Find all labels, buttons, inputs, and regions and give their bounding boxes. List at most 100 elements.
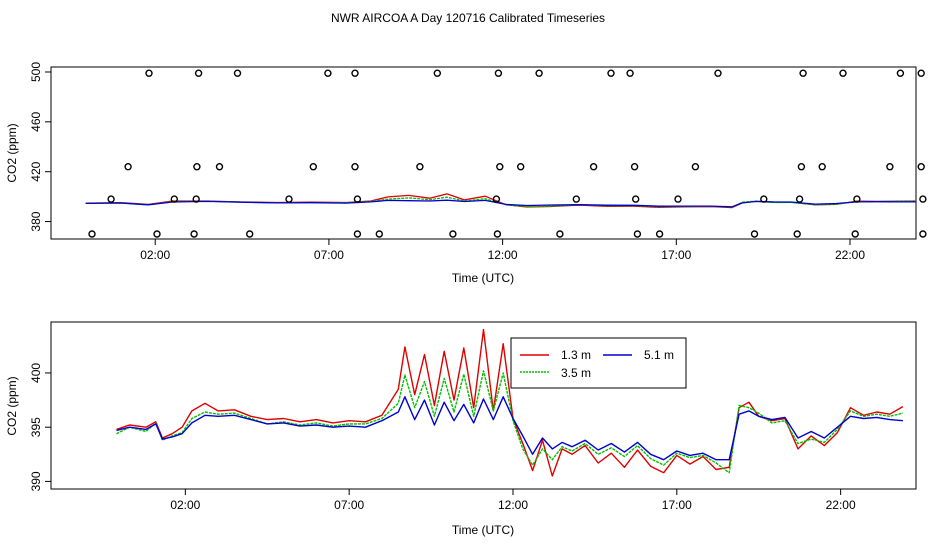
top-x-axis: 02:00 07:00 12:00 17:00 22:00: [140, 238, 865, 262]
top-scatter-point: [153, 230, 161, 238]
top-scatter-point: [853, 195, 861, 203]
top-scatter-point: [517, 162, 525, 171]
top-y-tick-label: 460: [29, 112, 43, 132]
bottom-y-axis: 390 395 400: [29, 363, 52, 491]
bottom-series-line-5-1m: [116, 396, 903, 461]
top-y-axis: 380 420 460 500: [29, 62, 52, 232]
top-scatter-point: [353, 195, 362, 203]
top-scatter-point: [760, 195, 768, 203]
top-scatter-point: [799, 69, 807, 77]
top-scatter-point: [633, 230, 642, 238]
top-scatter-point: [449, 230, 457, 238]
top-scatter-point: [190, 230, 198, 238]
legend-label-5-1m: 5.1 m: [644, 348, 674, 362]
bottom-x-tick-label: 12:00: [498, 498, 528, 512]
top-y-tick-label: 420: [29, 161, 43, 181]
figure-title: NWR AIRCOA A Day 120716 Calibrated Times…: [331, 11, 605, 25]
top-scatter-point: [917, 69, 925, 77]
top-scatter-point: [433, 69, 441, 77]
bottom-y-axis-label: CO2 (ppm): [5, 376, 19, 435]
top-scatter-point: [917, 162, 925, 171]
top-scatter-point: [324, 69, 332, 77]
top-scatter-point: [607, 69, 615, 77]
top-scatter-point: [896, 69, 905, 77]
bottom-panel: 02:00 07:00 12:00 17:00 22:00 390 395 400 Time…: [5, 321, 917, 537]
top-scatter-point: [285, 195, 293, 203]
top-scatter-point: [886, 162, 894, 171]
top-scatter-point: [353, 230, 362, 238]
top-scatter-point: [375, 230, 383, 238]
top-plot-frame: [50, 66, 917, 240]
legend-box: [510, 337, 687, 389]
top-scatter-point: [795, 195, 804, 203]
bottom-y-tick-label: 390: [29, 471, 43, 491]
bottom-x-tick-label: 22:00: [826, 498, 856, 512]
top-scatter-point: [535, 69, 543, 77]
top-series-line-5-1m: [85, 199, 916, 208]
bottom-plot-frame: [50, 321, 917, 490]
top-scatter-points: [88, 69, 927, 238]
top-x-tick-label: 22:00: [835, 248, 865, 262]
top-scatter-point: [492, 195, 501, 203]
top-scatter-point: [589, 162, 598, 171]
top-x-tick-label: 12:00: [488, 248, 518, 262]
top-scatter-point: [145, 69, 153, 77]
top-scatter-point: [851, 230, 859, 238]
top-scatter-point: [351, 69, 359, 77]
top-scatter-point: [192, 195, 200, 203]
top-scatter-point: [674, 195, 682, 203]
bottom-x-axis: 02:00 07:00 12:00 17:00 22:00: [170, 488, 856, 512]
top-scatter-point: [233, 69, 242, 77]
top-x-axis-label: Time (UTC): [452, 271, 514, 285]
legend-label-1-3m: 1.3 m: [561, 348, 591, 362]
top-scatter-point: [750, 230, 759, 238]
top-scatter-point: [416, 162, 424, 171]
top-scatter-point: [88, 230, 96, 238]
top-scatter-point: [632, 195, 640, 203]
top-scatter-point: [691, 162, 700, 171]
top-scatter-point: [194, 69, 203, 77]
top-scatter-point: [107, 195, 115, 203]
bottom-x-tick-label: 07:00: [334, 498, 364, 512]
top-scatter-point: [797, 162, 806, 171]
top-scatter-point: [626, 69, 634, 77]
top-x-tick-label: 02:00: [140, 248, 170, 262]
top-scatter-point: [309, 162, 317, 171]
top-panel: 02:00 07:00 12:00 17:00 22:00 380 420 460 500 T…: [5, 62, 927, 285]
top-scatter-point: [170, 195, 179, 203]
bottom-x-axis-label: Time (UTC): [452, 523, 514, 537]
top-y-tick-label: 500: [29, 62, 43, 82]
top-scatter-point: [245, 230, 254, 238]
top-scatter-point: [714, 69, 722, 77]
top-scatter-point: [351, 162, 359, 171]
bottom-y-tick-label: 400: [29, 363, 43, 383]
top-scatter-point: [919, 195, 927, 203]
legend-label-3-5m: 3.5 m: [561, 366, 591, 380]
top-scatter-point: [572, 195, 580, 203]
top-scatter-point: [124, 162, 132, 171]
top-x-tick-label: 07:00: [314, 248, 344, 262]
top-scatter-point: [494, 69, 503, 77]
bottom-x-tick-label: 17:00: [662, 498, 692, 512]
bottom-series-lines: [116, 328, 904, 477]
legend: 1.3 m 5.1 m 3.5 m: [510, 337, 687, 389]
top-scatter-point: [818, 162, 826, 171]
top-scatter-point: [919, 230, 927, 238]
top-x-tick-label: 17:00: [661, 248, 691, 262]
top-scatter-point: [630, 162, 639, 171]
top-scatter-point: [215, 162, 224, 171]
top-y-tick-label: 380: [29, 211, 43, 231]
top-scatter-point: [839, 69, 847, 77]
top-scatter-point: [655, 230, 664, 238]
bottom-y-tick-label: 395: [29, 417, 43, 437]
top-scatter-point: [193, 162, 201, 171]
top-scatter-point: [793, 230, 801, 238]
top-scatter-point: [493, 230, 502, 238]
bottom-series-line-3-5m: [116, 370, 904, 474]
top-scatter-point: [556, 230, 564, 238]
top-scatter-point: [496, 162, 504, 171]
top-y-axis-label: CO2 (ppm): [5, 123, 19, 182]
bottom-x-tick-label: 02:00: [170, 498, 200, 512]
